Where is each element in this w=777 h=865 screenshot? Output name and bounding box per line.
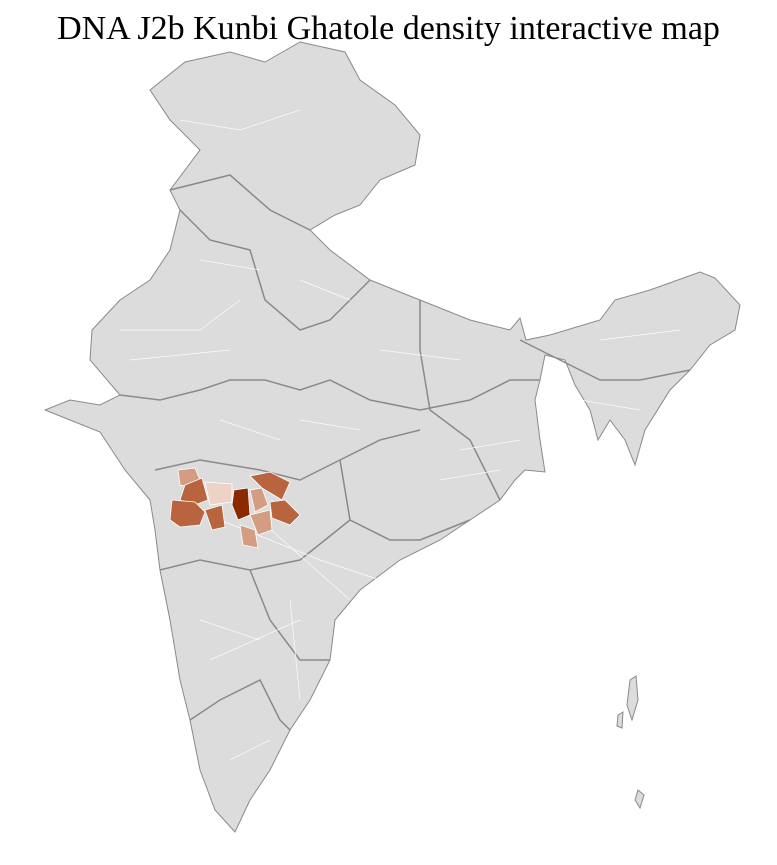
district-medium-3[interactable] [239,524,259,549]
district-high-2[interactable] [179,477,209,506]
district-low-1[interactable] [204,481,233,506]
state-borders [119,174,691,731]
andaman-islands [616,675,645,810]
district-very-high[interactable] [231,487,251,521]
district-high-6[interactable] [269,499,301,526]
district-medium-2[interactable] [249,509,273,536]
district-high-5[interactable] [249,471,291,501]
district-high-4[interactable] [204,504,226,531]
map-title: DNA J2b Kunbi Ghatole density interactiv… [57,10,720,47]
district-borders [120,109,681,761]
highlighted-districts [169,467,301,549]
district-medium-1[interactable] [249,487,269,513]
district-high-3[interactable] [169,499,206,528]
